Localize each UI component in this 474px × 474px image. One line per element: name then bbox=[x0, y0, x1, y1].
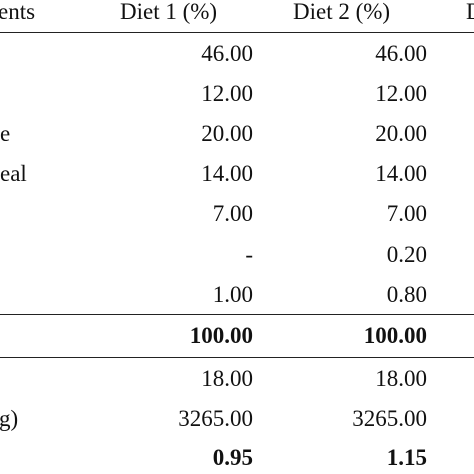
diet-2-value: 12.00 bbox=[375, 81, 427, 106]
diet-2-value: 20.00 bbox=[375, 121, 427, 146]
header-rule bbox=[0, 32, 474, 34]
header-diet-3-fragment: D bbox=[466, 0, 474, 26]
header-diet-1: Diet 1 (%) bbox=[120, 0, 218, 24]
diet-2-value: 18.00 bbox=[375, 366, 427, 391]
diet-2-value: 3265.00 bbox=[352, 406, 427, 431]
diet-1-value: - bbox=[245, 242, 253, 267]
diet-2-total: 100.00 bbox=[363, 323, 427, 348]
diet-1-value: 0.95 bbox=[212, 445, 253, 470]
row-label: e bbox=[0, 121, 11, 146]
diet-1-value: 14.00 bbox=[201, 161, 253, 186]
diet-1-value: 1.00 bbox=[212, 282, 253, 307]
row-label: g) bbox=[0, 406, 19, 431]
diet-2-value: 1.15 bbox=[386, 445, 427, 470]
diet-1-value: 7.00 bbox=[212, 201, 253, 226]
total-bottom-rule bbox=[0, 357, 474, 359]
diet-2-value: 0.20 bbox=[386, 242, 427, 267]
header-ingredients: ents bbox=[0, 0, 36, 24]
diet-1-value: 18.00 bbox=[201, 366, 253, 391]
diet-2-value: 14.00 bbox=[375, 161, 427, 186]
diet-1-value: 3265.00 bbox=[178, 406, 253, 431]
diet-2-value: 0.80 bbox=[386, 282, 427, 307]
header-diet-2: Diet 2 (%) bbox=[293, 0, 391, 24]
diet-1-total: 100.00 bbox=[189, 323, 253, 348]
diet-1-value: 20.00 bbox=[201, 121, 253, 146]
diet-2-value: 7.00 bbox=[386, 201, 427, 226]
row-label: eal bbox=[0, 161, 27, 186]
diet-1-value: 46.00 bbox=[201, 41, 253, 66]
diet-1-value: 12.00 bbox=[201, 81, 253, 106]
diet-2-value: 46.00 bbox=[375, 41, 427, 66]
total-top-rule bbox=[0, 314, 474, 316]
